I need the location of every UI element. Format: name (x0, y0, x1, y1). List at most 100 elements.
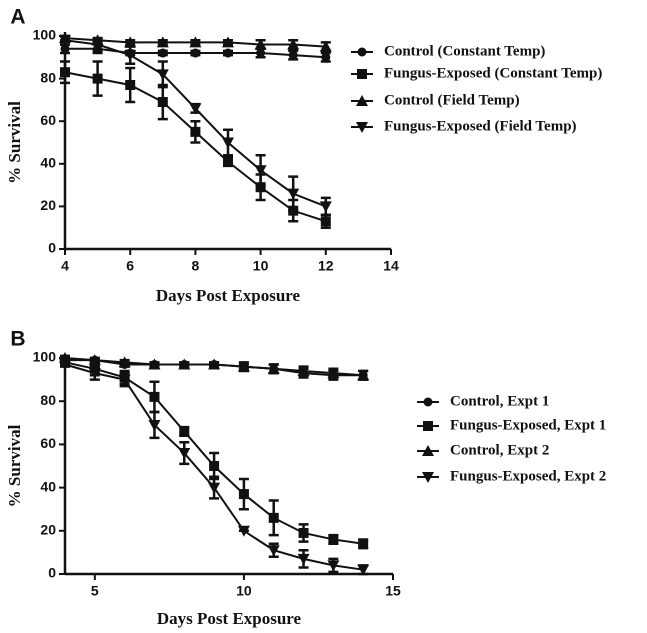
marker (156, 36, 169, 48)
y-axis-title: % Survival (5, 101, 24, 184)
legend-label: Fungus-Exposed, Expt 1 (450, 417, 606, 433)
marker (223, 48, 233, 58)
marker (287, 188, 300, 200)
legend-label: Control (Constant Temp) (384, 43, 545, 59)
marker (92, 73, 103, 84)
marker (238, 489, 249, 500)
marker (321, 52, 331, 62)
y-tick-label: 20 (40, 197, 56, 213)
marker (190, 126, 201, 137)
marker (357, 564, 370, 576)
legend-marker (356, 95, 368, 106)
legend-marker (357, 69, 367, 79)
marker (254, 38, 267, 50)
y-tick-label: 40 (40, 155, 56, 171)
marker (208, 358, 221, 370)
y-tick-label: 60 (40, 435, 56, 451)
panel-label: B (10, 328, 25, 351)
marker (319, 201, 332, 213)
x-tick-label: 10 (253, 258, 269, 274)
x-tick-label: 4 (61, 258, 69, 274)
marker (190, 48, 200, 58)
marker (237, 360, 250, 372)
marker (118, 356, 131, 368)
marker (319, 40, 332, 52)
marker (125, 79, 136, 90)
x-tick-label: 12 (318, 258, 334, 274)
panel-label: A (10, 6, 25, 29)
y-tick-label: 40 (40, 478, 56, 494)
legend-marker (423, 421, 433, 431)
marker (60, 44, 70, 54)
marker (157, 97, 168, 108)
marker (88, 368, 101, 380)
marker (358, 538, 369, 549)
marker (88, 354, 101, 366)
marker (156, 69, 169, 81)
marker (327, 367, 340, 379)
marker (287, 38, 300, 50)
marker (288, 50, 298, 60)
marker (237, 525, 250, 537)
legend-label: Fungus-Exposed, Expt 2 (450, 468, 606, 484)
marker (148, 419, 161, 431)
marker (255, 182, 266, 193)
marker (209, 461, 220, 471)
y-tick-label: 100 (33, 27, 57, 43)
y-axis-title: % Survival (5, 424, 24, 507)
marker (267, 362, 280, 374)
y-tick-label: 80 (40, 69, 56, 85)
x-tick-label: 8 (192, 258, 200, 274)
legend-label: Control, Expt 2 (450, 442, 549, 458)
marker (256, 48, 266, 58)
marker (59, 359, 71, 371)
marker (297, 553, 310, 565)
legend-label: Control, Expt 1 (450, 393, 549, 409)
marker (189, 103, 202, 115)
legend-marker (423, 397, 433, 407)
marker (59, 35, 71, 47)
marker (124, 50, 137, 62)
y-tick-label: 20 (40, 522, 56, 538)
marker (222, 36, 234, 48)
series-line (64, 71, 327, 223)
y-tick-label: 60 (40, 112, 56, 128)
marker (298, 527, 309, 538)
x-tick-label: 14 (383, 258, 399, 274)
x-axis-title: Days Post Exposure (157, 609, 302, 628)
y-tick-label: 0 (48, 565, 56, 581)
marker (222, 137, 234, 149)
legend-marker (356, 122, 368, 133)
marker (189, 36, 202, 48)
marker (268, 512, 279, 523)
marker (297, 364, 310, 376)
marker (254, 165, 267, 177)
marker (208, 482, 221, 494)
x-tick-label: 5 (91, 583, 99, 599)
y-tick-label: 100 (33, 349, 57, 365)
marker (91, 39, 104, 51)
marker (267, 545, 280, 557)
marker (179, 426, 190, 437)
marker (223, 156, 233, 167)
marker (178, 358, 191, 370)
marker (327, 560, 340, 572)
marker (60, 67, 70, 78)
marker (124, 36, 137, 48)
x-tick-label: 10 (236, 583, 252, 599)
legend-label: Fungus-Exposed (Field Temp) (384, 118, 577, 134)
legend-marker (357, 47, 367, 57)
legend-label: Control (Field Temp) (384, 92, 520, 108)
marker (328, 534, 339, 545)
legend-marker (422, 445, 434, 456)
marker (149, 391, 160, 402)
marker (320, 216, 331, 227)
legend-marker (422, 472, 434, 483)
x-axis-title: Days Post Exposure (156, 286, 301, 305)
marker (118, 374, 131, 386)
marker (178, 448, 191, 460)
x-tick-label: 15 (385, 583, 401, 599)
legend-label: Fungus-Exposed (Constant Temp) (384, 65, 602, 81)
